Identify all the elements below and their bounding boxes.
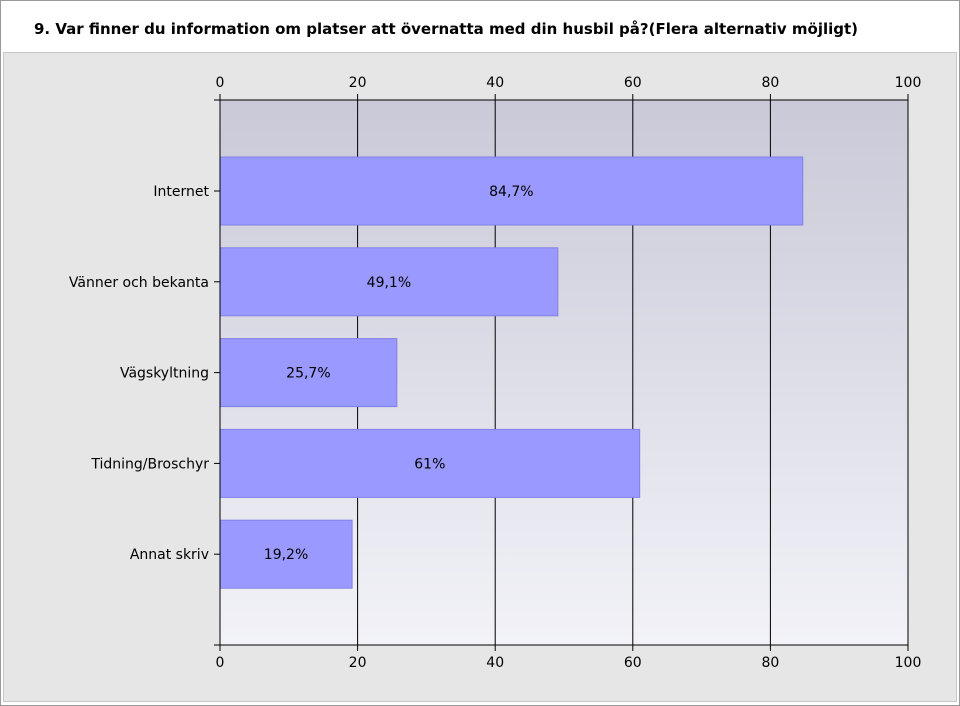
tick-label-bottom: 80 <box>761 655 779 671</box>
category-label: Tidning/Broschyr <box>90 456 209 472</box>
tick-label-bottom: 40 <box>486 655 504 671</box>
tick-label-top: 60 <box>624 75 642 91</box>
tick-label-bottom: 60 <box>624 655 642 671</box>
tick-label-bottom: 0 <box>216 655 225 671</box>
category-label: Annat skriv <box>130 547 209 563</box>
bar <box>219 338 398 408</box>
tick-label-top: 20 <box>349 75 367 91</box>
data-label: 25,7% <box>286 366 330 382</box>
category-label: Vägskyltning <box>120 366 209 382</box>
bar <box>219 156 804 226</box>
tick-label-bottom: 20 <box>349 655 367 671</box>
tick-label-top: 40 <box>486 75 504 91</box>
category-label: Internet <box>153 184 209 200</box>
tick-label-top: 0 <box>216 75 225 91</box>
tick-label-top: 100 <box>895 75 922 91</box>
bar <box>219 247 559 317</box>
tick-label-top: 80 <box>761 75 779 91</box>
data-label: 61% <box>414 456 445 472</box>
tick-label-bottom: 100 <box>895 655 922 671</box>
category-label: Vänner och bekanta <box>69 275 209 291</box>
data-label: 49,1% <box>367 275 411 291</box>
chart-title: 9. Var finner du information om platser … <box>34 20 859 38</box>
bar <box>219 519 353 589</box>
data-label: 84,7% <box>489 184 533 200</box>
data-label: 19,2% <box>264 547 308 563</box>
bar <box>219 428 641 498</box>
